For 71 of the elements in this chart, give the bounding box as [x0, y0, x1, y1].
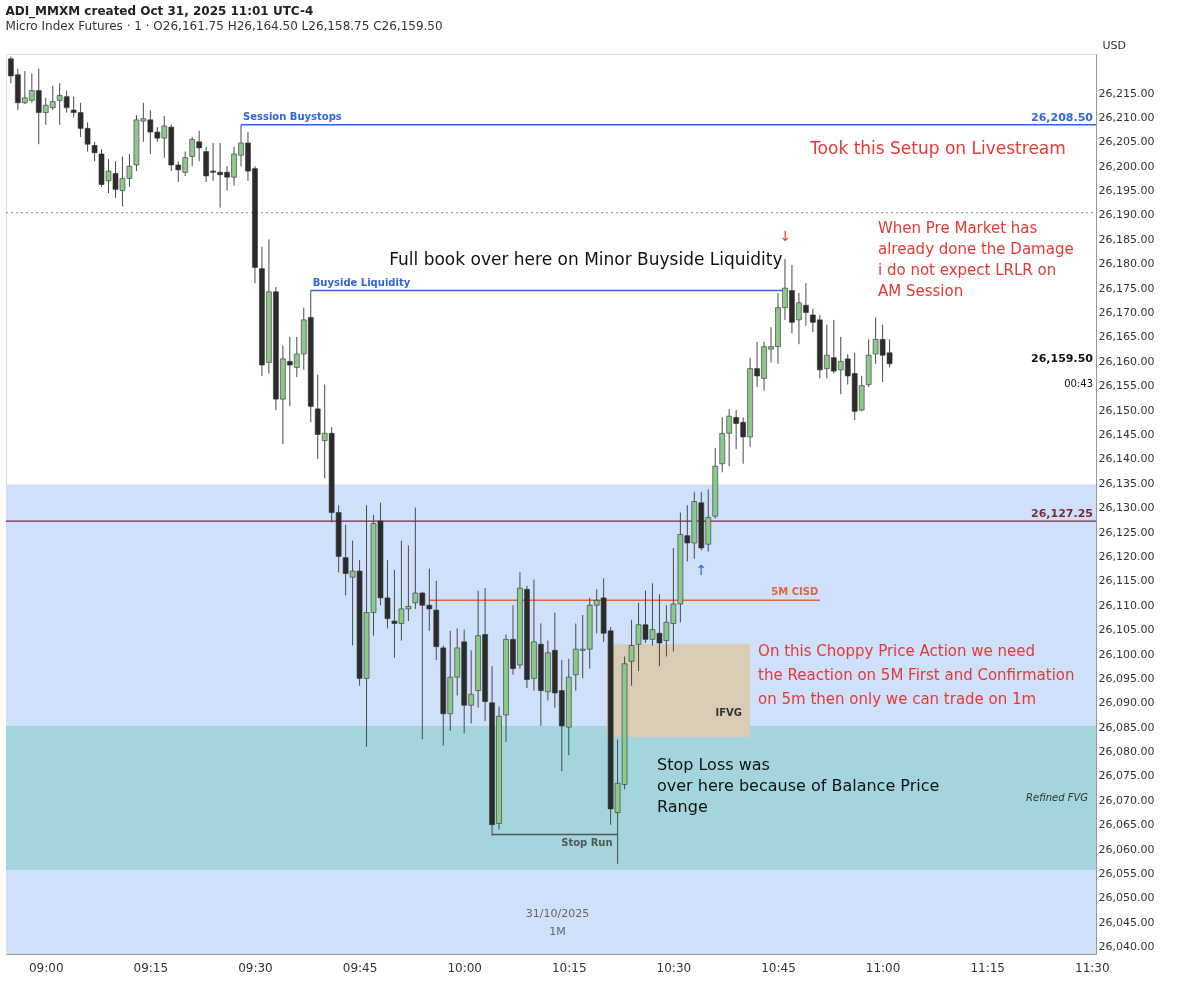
y-tick-label: 26,150.00 [1098, 403, 1155, 417]
series-label: Buyside Liquidity [312, 276, 411, 288]
annotation: When Pre Market has already done the Damage i do not expect LRLR on AM Session [878, 218, 1074, 300]
y-tick-label: 26,145.00 [1098, 427, 1155, 441]
annotation: IFVG [715, 706, 742, 718]
annotation: Took this Setup on Livestream [809, 137, 1066, 158]
x-tick-label: 11:00 [865, 960, 901, 975]
y-axis-title: USD [1102, 38, 1127, 52]
y-tick-label: 26,185.00 [1098, 232, 1155, 246]
y-tick-label: 26,100.00 [1098, 647, 1155, 661]
y-tick-label: 26,155.00 [1098, 379, 1155, 393]
y-tick-label: 26,065.00 [1098, 818, 1155, 832]
annotation: 31/10/2025 [525, 906, 590, 920]
annotation: On this Choppy Price Action we need the Reaction on 5M First and Confirmation on 5m then only we can trade on 1m [758, 641, 1075, 708]
candlestick [91, 141, 98, 162]
candlestick [628, 619, 635, 687]
annotation: 26,208.50 [1031, 110, 1094, 124]
y-tick-label: 26,200.00 [1098, 159, 1155, 173]
y-tick-label: 26,040.00 [1098, 940, 1155, 954]
y-tick-label: 26,090.00 [1098, 696, 1155, 710]
x-tick-label: 10:00 [447, 960, 482, 975]
y-tick-label: 26,165.00 [1098, 330, 1155, 344]
annotation: ↓ [779, 227, 792, 244]
annotation: 00:43 [1064, 377, 1093, 389]
y-tick-label: 26,080.00 [1098, 745, 1155, 759]
y-tick-label: 26,135.00 [1098, 476, 1155, 490]
y-tick-label: 26,055.00 [1098, 867, 1155, 881]
y-tick-label: 26,130.00 [1098, 501, 1155, 515]
y-tick-label: 26,075.00 [1098, 769, 1155, 783]
y-tick-label: 26,215.00 [1098, 86, 1155, 100]
annotation: Stop Loss was over here because of Balance Price Range [657, 754, 940, 816]
y-tick-label: 26,060.00 [1098, 842, 1155, 856]
x-tick-label: 11:15 [970, 960, 1006, 975]
y-tick-label: 26,140.00 [1098, 452, 1155, 466]
annotation: 26,159.50 [1031, 351, 1094, 365]
x-tick-label: 10:45 [761, 960, 796, 975]
y-tick-label: 26,045.00 [1098, 915, 1155, 929]
annotation: Full book over here on Minor Buyside Liquidity [389, 249, 783, 270]
x-tick-label: 09:15 [133, 960, 169, 975]
y-tick-label: 26,160.00 [1098, 354, 1155, 368]
y-tick-label: 26,195.00 [1098, 184, 1155, 198]
band-label: Refined FVG [1026, 791, 1089, 803]
y-tick-label: 26,085.00 [1098, 720, 1155, 734]
ref-line-label: 26,127.25 [1031, 507, 1093, 521]
y-tick-label: 26,170.00 [1098, 306, 1155, 320]
series-label: 5M CISD [771, 586, 819, 598]
x-tick-label: 10:15 [551, 960, 587, 975]
annotation: ↑ [695, 562, 708, 579]
y-tick-label: 26,175.00 [1098, 281, 1155, 295]
annotation: 1M [549, 924, 566, 938]
chart-title: ADI_MMXM created Oct 31, 2025 11:01 UTC-4 [5, 4, 314, 19]
y-tick-label: 26,210.00 [1098, 110, 1155, 124]
y-tick-label: 26,180.00 [1098, 257, 1155, 271]
series-label: Session Buystops [243, 110, 342, 122]
y-tick-label: 26,110.00 [1098, 598, 1155, 612]
x-tick-label: 09:00 [28, 960, 64, 975]
y-tick-label: 26,105.00 [1098, 623, 1155, 637]
x-tick-label: 09:30 [238, 960, 273, 975]
y-tick-label: 26,120.00 [1098, 549, 1155, 563]
y-tick-label: 26,125.00 [1098, 525, 1155, 539]
y-tick-label: 26,070.00 [1098, 793, 1155, 807]
y-tick-label: 26,050.00 [1098, 891, 1155, 905]
x-tick-label: 11:30 [1075, 960, 1110, 975]
y-tick-label: 26,095.00 [1098, 671, 1155, 685]
y-tick-label: 26,190.00 [1098, 208, 1155, 222]
y-tick-label: 26,205.00 [1098, 135, 1155, 149]
series-label: Stop Run [561, 837, 613, 849]
chart-subtitle: Micro Index Futures · 1 · O26,161.75 H26,164.50 L26,158.75 C26,159.50 [5, 19, 443, 33]
y-tick-label: 26,115.00 [1098, 574, 1155, 588]
x-tick-label: 10:30 [656, 960, 692, 975]
x-tick-label: 09:45 [342, 960, 378, 975]
